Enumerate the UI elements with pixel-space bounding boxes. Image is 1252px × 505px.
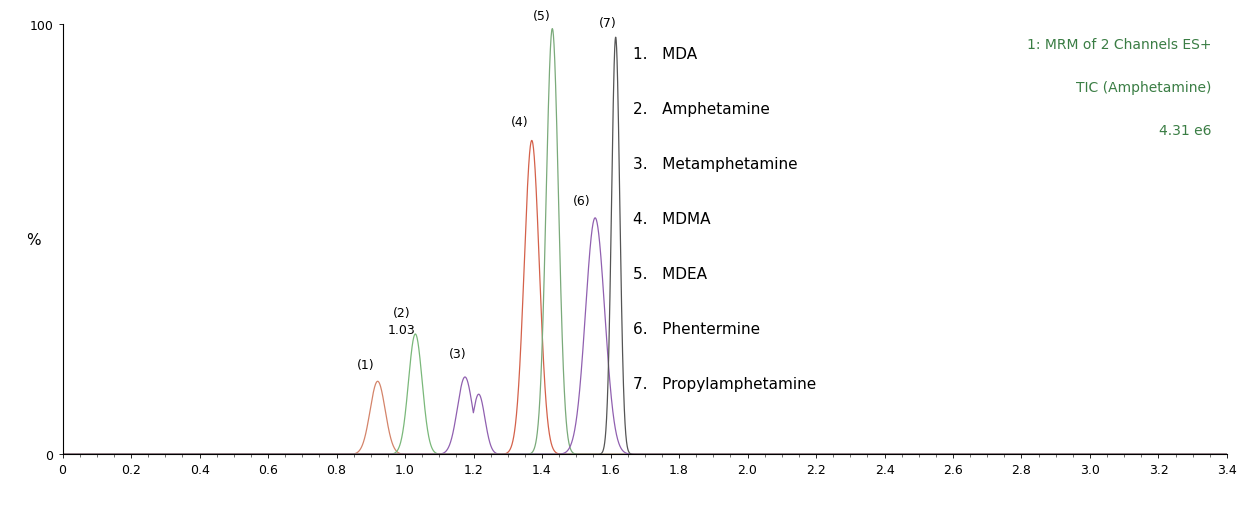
Text: (3): (3) xyxy=(449,347,467,360)
Text: 1: MRM of 2 Channels ES+: 1: MRM of 2 Channels ES+ xyxy=(1028,38,1212,52)
Text: 5.   MDEA: 5. MDEA xyxy=(634,267,707,281)
Text: 6.   Phentermine: 6. Phentermine xyxy=(634,322,760,336)
Text: 7.   Propylamphetamine: 7. Propylamphetamine xyxy=(634,376,816,391)
Text: 1.   MDA: 1. MDA xyxy=(634,47,697,62)
Text: 2.   Amphetamine: 2. Amphetamine xyxy=(634,102,770,117)
Y-axis label: %: % xyxy=(26,232,41,247)
Text: (1): (1) xyxy=(357,358,374,371)
Text: 4.31 e6: 4.31 e6 xyxy=(1159,124,1212,138)
Text: 1.03: 1.03 xyxy=(388,324,416,336)
Text: (4): (4) xyxy=(511,115,528,128)
Text: TIC (Amphetamine): TIC (Amphetamine) xyxy=(1077,81,1212,95)
Text: (5): (5) xyxy=(533,10,551,23)
Text: 4.   MDMA: 4. MDMA xyxy=(634,212,711,227)
Text: (2): (2) xyxy=(393,307,411,319)
Text: (6): (6) xyxy=(572,195,590,208)
Text: 3.   Metamphetamine: 3. Metamphetamine xyxy=(634,157,798,172)
Text: (7): (7) xyxy=(600,17,617,29)
